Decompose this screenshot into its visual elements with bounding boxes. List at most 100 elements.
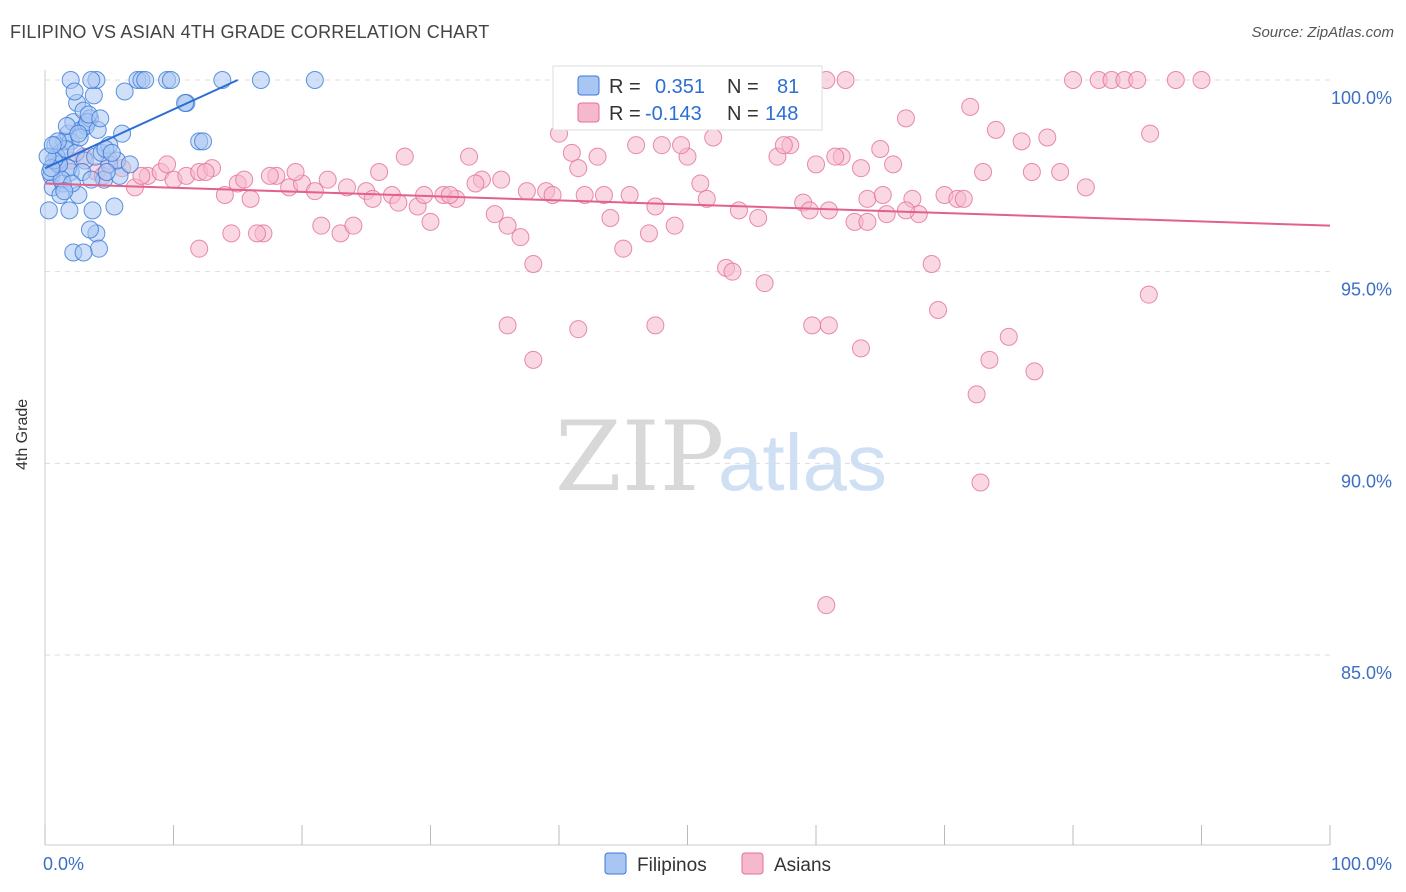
asian-point [466, 174, 485, 193]
asian-point [620, 186, 639, 204]
filipino-point [194, 132, 213, 151]
filipino-point [80, 220, 99, 239]
asian-point [235, 170, 254, 189]
asian-point [196, 163, 215, 181]
asian-point [260, 166, 279, 185]
asian-point [807, 155, 825, 174]
asian-point [588, 147, 607, 166]
asian-point [672, 136, 691, 155]
asian-point [569, 320, 588, 339]
asian-point [697, 189, 716, 208]
asian-point [337, 178, 356, 197]
trend-lines [44, 79, 1331, 227]
filipino-point [60, 201, 79, 220]
asian-point [569, 159, 588, 178]
watermark-zip: ZIP [555, 401, 724, 513]
asian-point [1051, 163, 1070, 181]
filipino-point [97, 163, 116, 181]
filipino-point [69, 124, 88, 143]
legend-n-label: N = [727, 76, 759, 98]
asian-point [344, 216, 363, 235]
asian-point [575, 186, 594, 204]
asian-point [665, 216, 684, 235]
asian-point [524, 350, 543, 369]
asian-point [511, 228, 530, 247]
asian-point [800, 201, 819, 220]
filipino-point [55, 182, 74, 201]
legend-r-value-filipinos: 0.351 [655, 76, 705, 98]
legend-box: R = 0.351 N = 81 R = -0.143 N = 148 [552, 65, 823, 131]
asian-point [215, 186, 234, 204]
asian-point [896, 201, 915, 220]
asian-point [1192, 71, 1211, 89]
asian-point [877, 205, 896, 224]
legend-n-value-filipinos: 81 [777, 76, 799, 98]
asian-point [704, 128, 723, 147]
asian-point [395, 147, 414, 166]
asian-point [485, 205, 504, 224]
asian-point [1038, 128, 1057, 147]
asian-point [639, 224, 658, 243]
bottom-legend-swatch-asians [741, 852, 764, 875]
asian-point [594, 186, 613, 204]
legend-swatch-asians [577, 102, 600, 123]
y-tick-label: 100.0% [1331, 88, 1392, 108]
chart-title: FILIPINO VS ASIAN 4TH GRADE CORRELATION … [10, 22, 490, 42]
asian-point [1022, 163, 1041, 181]
y-tick-label: 90.0% [1341, 471, 1392, 491]
asian-point [614, 239, 633, 258]
asian-point [871, 140, 890, 158]
filipino-point [39, 201, 58, 220]
asian-point [929, 301, 948, 319]
asian-point [873, 186, 892, 204]
asian-point [562, 143, 581, 162]
bottom-legend: Filipinos Asians [604, 852, 831, 876]
asian-point [524, 255, 543, 273]
asian-point [190, 239, 209, 258]
asian-point [971, 473, 990, 492]
asian-point [1076, 178, 1095, 197]
asian-point [1064, 71, 1082, 89]
bottom-legend-filipinos: Filipinos [637, 855, 707, 876]
filipino-point [89, 239, 108, 258]
asian-point [370, 163, 389, 181]
asian-point [922, 255, 941, 273]
y-tick-label: 85.0% [1341, 663, 1392, 683]
filipino-trend-line [44, 79, 239, 170]
asian-point [222, 224, 241, 243]
asian-point [1166, 71, 1185, 89]
asian-point [158, 155, 177, 174]
asian-point [999, 327, 1018, 346]
filipino-point [82, 71, 101, 89]
asian-point [318, 170, 337, 189]
filipino-point [83, 201, 102, 220]
asian-point [601, 209, 620, 227]
legend-n-value-asians: 148 [765, 103, 798, 125]
filipino-point [115, 82, 134, 101]
asian-point [896, 109, 915, 128]
filipino-point [305, 71, 324, 89]
asian-point [851, 159, 870, 178]
asian-point [241, 189, 260, 208]
filipino-point [84, 86, 103, 105]
asian-point [646, 197, 665, 216]
asian-point [749, 209, 768, 227]
filipino-point [120, 155, 139, 174]
asian-point [954, 189, 973, 208]
asian-point [817, 596, 836, 615]
asian-point [803, 316, 822, 335]
asian-point [498, 216, 517, 235]
asian-point [1025, 362, 1044, 381]
legend-r-label: R = [609, 103, 641, 125]
asian-point [132, 166, 151, 185]
legend-n-label: N = [727, 103, 759, 125]
filipino-point [105, 197, 124, 216]
filipino-points [38, 71, 324, 262]
asian-point [440, 186, 459, 204]
asian-point [1012, 132, 1031, 151]
filipino-point [91, 109, 110, 128]
watermark-atlas: atlas [718, 418, 887, 507]
asian-point [980, 350, 999, 369]
filipino-point [65, 82, 84, 101]
asian-point [961, 97, 980, 116]
